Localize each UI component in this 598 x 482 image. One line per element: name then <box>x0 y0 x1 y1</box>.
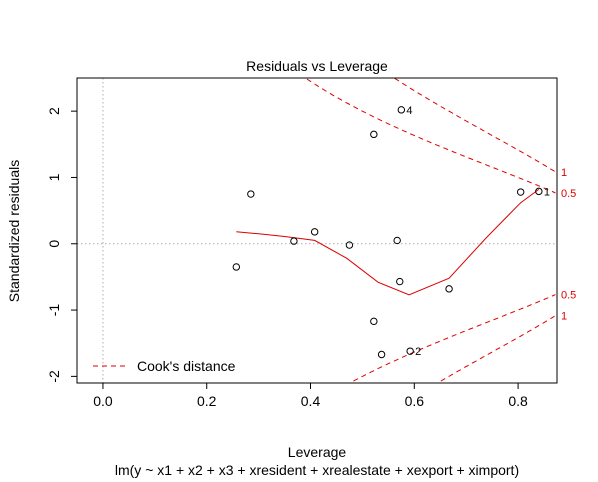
data-point <box>311 229 317 235</box>
smoother-line <box>236 189 539 294</box>
data-point <box>233 264 239 270</box>
cooks-level-label: 0.5 <box>561 290 576 302</box>
data-point <box>397 278 403 284</box>
data-point <box>346 242 352 248</box>
y-tick-label: 2 <box>46 107 62 115</box>
y-tick-label: 1 <box>46 173 62 181</box>
cooks-level-label: 1 <box>561 311 567 323</box>
chart-title: Residuals vs Leverage <box>246 58 388 74</box>
data-point <box>446 286 452 292</box>
x-tick-label: 0.8 <box>508 393 528 409</box>
y-tick-label: -2 <box>46 370 62 383</box>
x-tick-label: 0.4 <box>301 393 321 409</box>
plot-box <box>77 78 557 383</box>
point-label: 2 <box>415 346 421 358</box>
y-axis-label: Standardized residuals <box>6 160 22 302</box>
legend: Cook's distance <box>93 358 236 374</box>
data-point <box>371 318 377 324</box>
x-tick-label: 0.6 <box>405 393 425 409</box>
chart-subtitle: lm(y ~ x1 + x2 + x3 + xresident + xreale… <box>115 462 519 478</box>
data-point <box>248 191 254 197</box>
cooks-distance-contour <box>113 0 555 193</box>
data-point <box>371 131 377 137</box>
plot-marks: 4 2 1 <box>233 105 550 358</box>
data-point <box>517 189 523 195</box>
cooks-level-label: 1 <box>561 167 567 179</box>
legend-label-cooks: Cook's distance <box>137 358 236 374</box>
data-point <box>378 351 384 357</box>
x-tick-label: 0.0 <box>93 393 113 409</box>
y-tick-label: -1 <box>46 304 62 317</box>
cooks-level-label: 0.5 <box>561 188 576 200</box>
point-label: 1 <box>544 186 550 198</box>
x-tick-label: 0.2 <box>197 393 217 409</box>
data-point <box>398 107 404 113</box>
cooks-distance-contour <box>113 0 555 172</box>
y-tick-label: 0 <box>46 240 62 248</box>
point-label: 4 <box>406 105 412 117</box>
x-axis-label: Leverage <box>288 444 347 460</box>
data-point <box>394 237 400 243</box>
